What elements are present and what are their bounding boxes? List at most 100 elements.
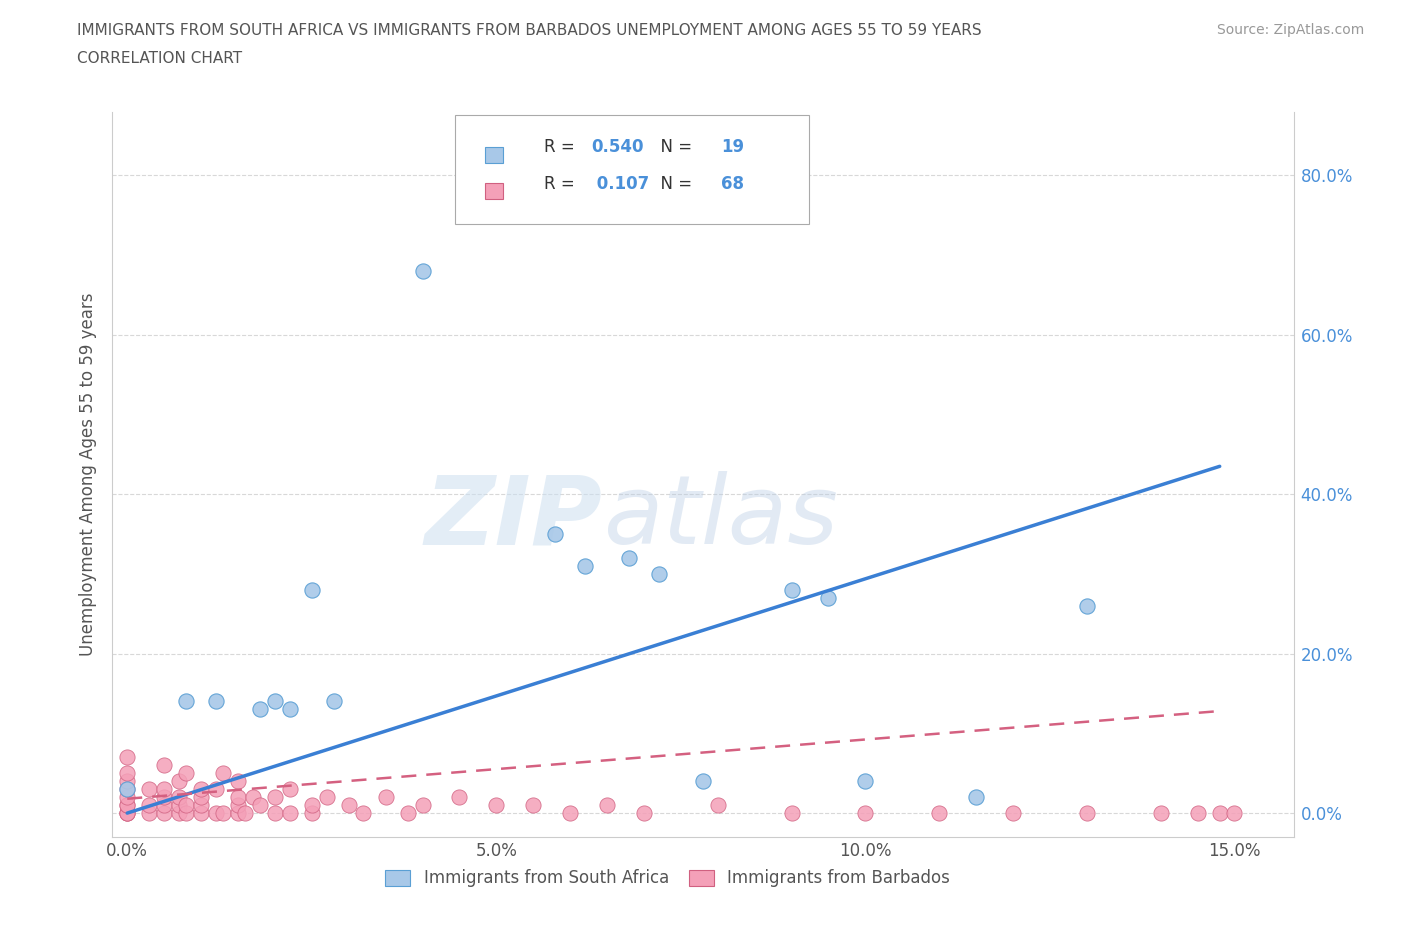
Point: [1150, 805, 1173, 820]
Point: [174, 694, 197, 709]
Text: 19: 19: [721, 139, 744, 156]
Text: CORRELATION CHART: CORRELATION CHART: [77, 51, 242, 66]
Point: [1208, 805, 1232, 820]
Point: [264, 790, 287, 804]
Point: [411, 798, 433, 813]
Point: [278, 702, 301, 717]
Text: Source: ZipAtlas.com: Source: ZipAtlas.com: [1216, 23, 1364, 37]
Point: [264, 805, 287, 820]
Point: [226, 774, 249, 789]
Point: [278, 782, 301, 797]
Point: [374, 790, 396, 804]
Point: [226, 798, 249, 813]
Text: 68: 68: [721, 175, 744, 193]
Point: [619, 551, 641, 565]
Point: [1001, 805, 1024, 820]
Point: [323, 694, 346, 709]
Point: [411, 263, 433, 278]
Point: [647, 566, 671, 581]
Point: [167, 805, 190, 820]
Point: [1187, 805, 1209, 820]
Point: [117, 750, 138, 764]
Point: [301, 582, 323, 597]
Point: [117, 805, 138, 820]
Point: [117, 774, 138, 789]
Point: [522, 798, 544, 813]
Point: [396, 805, 419, 820]
Point: [212, 765, 235, 780]
Point: [485, 798, 508, 813]
Point: [117, 805, 138, 820]
Text: IMMIGRANTS FROM SOUTH AFRICA VS IMMIGRANTS FROM BARBADOS UNEMPLOYMENT AMONG AGES: IMMIGRANTS FROM SOUTH AFRICA VS IMMIGRAN…: [77, 23, 981, 38]
Point: [117, 782, 138, 797]
Point: [1076, 805, 1098, 820]
Point: [117, 790, 138, 804]
Point: [928, 805, 950, 820]
Point: [117, 765, 138, 780]
Point: [226, 805, 249, 820]
Point: [205, 782, 228, 797]
Point: [205, 694, 228, 709]
Point: [315, 790, 337, 804]
Point: [167, 774, 190, 789]
Point: [190, 782, 212, 797]
Point: [449, 790, 471, 804]
Point: [153, 782, 176, 797]
Point: [174, 798, 197, 813]
Point: [167, 790, 190, 804]
Point: [855, 805, 877, 820]
Y-axis label: Unemployment Among Ages 55 to 59 years: Unemployment Among Ages 55 to 59 years: [79, 293, 97, 656]
Point: [596, 798, 619, 813]
Point: [1076, 598, 1098, 613]
Point: [855, 774, 877, 789]
Point: [153, 790, 176, 804]
FancyBboxPatch shape: [485, 147, 503, 163]
Point: [138, 805, 160, 820]
FancyBboxPatch shape: [456, 115, 810, 224]
Point: [780, 805, 803, 820]
Text: N =: N =: [650, 139, 697, 156]
Point: [278, 805, 301, 820]
Point: [965, 790, 987, 804]
Point: [138, 798, 160, 813]
Point: [1223, 805, 1246, 820]
Point: [249, 798, 271, 813]
FancyBboxPatch shape: [485, 183, 503, 199]
Point: [117, 805, 138, 820]
Point: [692, 774, 714, 789]
Text: N =: N =: [650, 175, 697, 193]
Point: [301, 798, 323, 813]
Point: [153, 758, 176, 773]
Point: [633, 805, 655, 820]
Point: [190, 798, 212, 813]
Text: R =: R =: [544, 139, 579, 156]
Point: [249, 702, 271, 717]
Point: [190, 790, 212, 804]
Point: [560, 805, 582, 820]
Point: [337, 798, 360, 813]
Point: [190, 805, 212, 820]
Point: [544, 526, 567, 541]
Point: [117, 798, 138, 813]
Point: [167, 798, 190, 813]
Point: [301, 805, 323, 820]
Text: 0.540: 0.540: [591, 139, 644, 156]
Point: [707, 798, 730, 813]
Point: [174, 805, 197, 820]
Point: [242, 790, 264, 804]
Point: [264, 694, 287, 709]
Point: [138, 782, 160, 797]
Legend: Immigrants from South Africa, Immigrants from Barbados: Immigrants from South Africa, Immigrants…: [378, 863, 956, 894]
Point: [117, 798, 138, 813]
Point: [352, 805, 374, 820]
Point: [153, 805, 176, 820]
Text: atlas: atlas: [603, 472, 838, 565]
Point: [817, 591, 839, 605]
Point: [174, 765, 197, 780]
Point: [226, 790, 249, 804]
Point: [780, 582, 803, 597]
Point: [212, 805, 235, 820]
Text: ZIP: ZIP: [425, 472, 603, 565]
Point: [205, 805, 228, 820]
Point: [117, 782, 138, 797]
